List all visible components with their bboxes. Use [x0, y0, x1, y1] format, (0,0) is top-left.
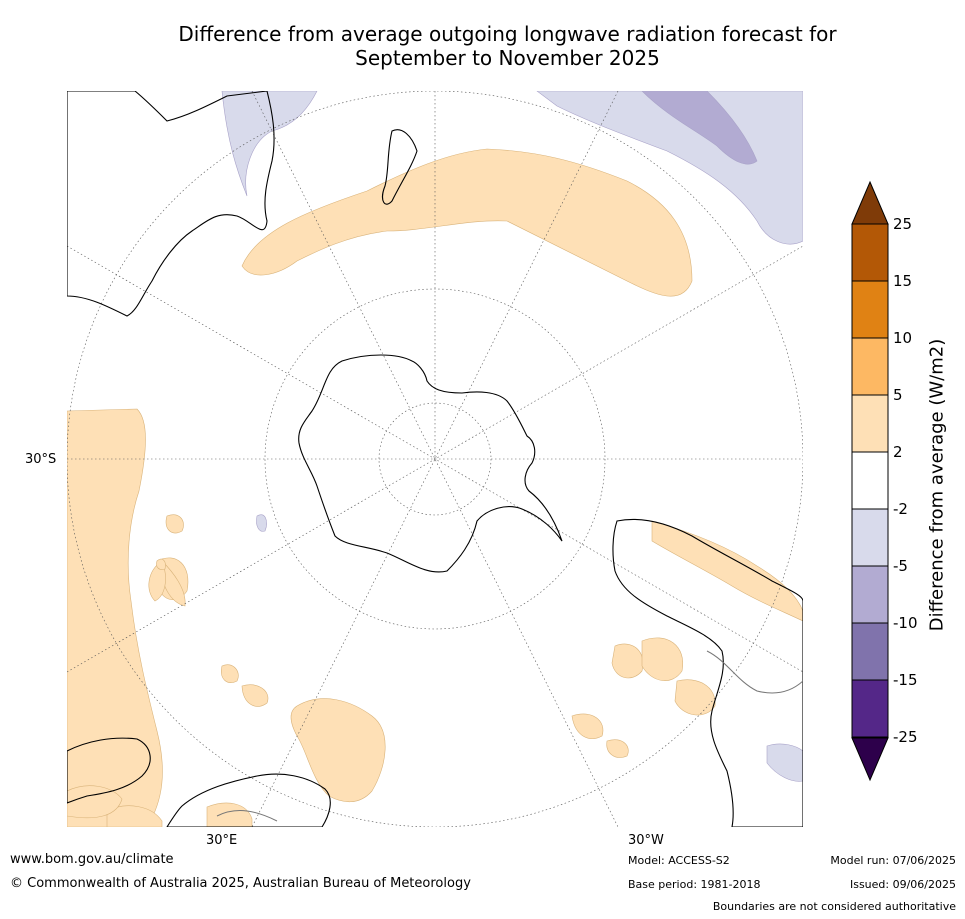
colorbar-tick-label: -25: [893, 728, 918, 746]
colorbar-segment: [851, 679, 889, 738]
footer-issued: Issued: 09/06/2025: [849, 878, 956, 891]
colorbar-tick-label: 10: [893, 329, 913, 347]
colorbar-tick-label: -2: [893, 500, 908, 518]
colorbar-cap-bottom: [851, 737, 889, 782]
title-line-2: September to November 2025: [355, 46, 660, 70]
colorbar-segment: [851, 451, 889, 510]
colorbar-segment: [851, 508, 889, 567]
lon-label-30e: 30°E: [206, 833, 238, 848]
lon-label-30w: 30°W: [628, 833, 664, 848]
title-line-1: Difference from average outgoing longwav…: [178, 22, 837, 46]
colorbar-tick-label: 25: [893, 215, 913, 233]
new-zealand-coast: [382, 129, 418, 205]
australia-coast: [67, 91, 275, 317]
positive-anomaly-regions: [67, 148, 803, 827]
colorbar-segment: [851, 565, 889, 624]
antarctica-coast: [298, 354, 563, 573]
footer-base-period: Base period: 1981-2018: [628, 878, 761, 891]
colorbar-segment: [851, 223, 889, 282]
colorbar-segment: [851, 337, 889, 396]
negative-anomaly-regions: [221, 91, 803, 782]
colorbar-segment: [851, 394, 889, 453]
lat-label-30s: 30°S: [25, 452, 57, 467]
footer-website: www.bom.gov.au/climate: [10, 852, 174, 867]
south-america-coast: [612, 518, 803, 827]
colorbar-tick-label: -5: [893, 557, 908, 575]
colorbar-tick-label: -15: [893, 671, 918, 689]
colorbar-tick-label: 5: [893, 386, 903, 404]
africa-coast: [67, 737, 151, 804]
footer-model: Model: ACCESS-S2: [628, 854, 730, 867]
chart-title: Difference from average outgoing longwav…: [60, 22, 955, 70]
borders: [216, 650, 803, 822]
colorbar-title: Difference from average (W/m2): [926, 338, 948, 632]
footer-disclaimer: Boundaries are not considered authoritat…: [712, 900, 956, 913]
colorbar-cap-top: [851, 180, 889, 225]
colorbar-segment: [851, 622, 889, 681]
footer-model-run: Model run: 07/06/2025: [830, 854, 956, 867]
coastlines: [67, 91, 803, 827]
colorbar-tick-label: 15: [893, 272, 913, 290]
polar-map: [67, 91, 803, 827]
footer-copyright: © Commonwealth of Australia 2025, Austra…: [10, 876, 471, 891]
colorbar: [851, 180, 889, 782]
colorbar-tick-label: 2: [893, 443, 903, 461]
graticule: [67, 91, 803, 827]
colorbar-segment: [851, 280, 889, 339]
colorbar-tick-label: -10: [893, 614, 918, 632]
